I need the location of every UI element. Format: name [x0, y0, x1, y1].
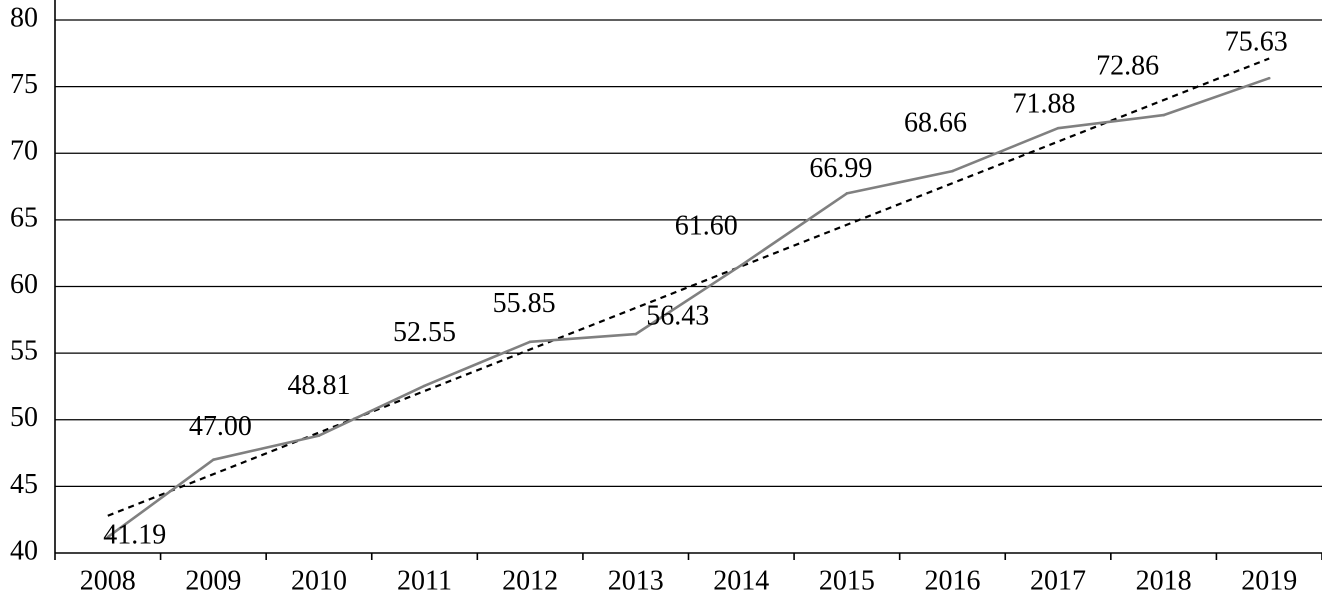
data-label-2014: 61.60: [675, 211, 738, 242]
y-tick-label-80: 80: [10, 2, 38, 33]
x-tick-label-2019: 2019: [1241, 565, 1297, 596]
x-tick-label-2014: 2014: [713, 565, 769, 596]
data-point-2011: [423, 384, 426, 388]
y-tick-label-40: 40: [10, 535, 38, 566]
data-point-2010: [317, 434, 321, 437]
y-axis-tick-labels: 40 45 50 55 60 65 70 75 80: [10, 2, 38, 566]
y-tick-label-75: 75: [10, 69, 38, 100]
x-tick-label-2011: 2011: [397, 565, 452, 596]
x-tick-label-2015: 2015: [819, 565, 875, 596]
x-tick-label-2008: 2008: [80, 565, 136, 596]
data-label-2019: 75.63: [1225, 27, 1288, 58]
x-tick-label-2018: 2018: [1136, 565, 1192, 596]
y-tick-label-65: 65: [10, 202, 38, 233]
data-label-2013: 56.43: [646, 300, 709, 331]
series-line: [107, 76, 1270, 539]
y-tick-label-55: 55: [10, 336, 38, 367]
data-point-2008: [106, 535, 110, 539]
x-tick-label-2012: 2012: [502, 565, 558, 596]
x-tick-label-2017: 2017: [1030, 565, 1086, 596]
data-label-2015: 66.99: [809, 153, 872, 184]
y-tick-label-45: 45: [10, 469, 38, 500]
y-tick-label-50: 50: [10, 402, 38, 433]
data-point-2019: [1267, 76, 1271, 80]
axes: [54, 0, 1322, 560]
data-label-2018: 72.86: [1096, 51, 1159, 82]
data-point-2014: [739, 263, 743, 267]
y-tick-label-60: 60: [10, 269, 38, 300]
data-label-2017: 71.88: [1013, 89, 1076, 120]
series-layer: [106, 57, 1271, 539]
data-label-2009: 47.00: [189, 411, 252, 442]
data-point-2018: [1162, 113, 1165, 117]
data-label-2008: 41.19: [103, 520, 166, 551]
x-tick-label-2013: 2013: [608, 565, 664, 596]
data-label-2016: 68.66: [904, 108, 967, 139]
data-label-2011: 52.55: [393, 317, 456, 348]
y-tick-label-70: 70: [10, 136, 38, 167]
data-point-2013: [634, 332, 638, 336]
data-point-2015: [845, 192, 849, 195]
data-point-2017: [1056, 126, 1060, 130]
data-label-2012: 55.85: [493, 288, 556, 319]
data-point-2016: [951, 169, 954, 173]
data-labels: 41.19 47.00 48.81 52.55 55.85 56.43 61.60 66.99…: [103, 27, 1287, 551]
x-tick-label-2016: 2016: [924, 565, 980, 596]
x-tick-label-2010: 2010: [291, 565, 347, 596]
data-point-2009: [212, 458, 215, 462]
data-label-2010: 48.81: [287, 370, 350, 401]
grid-lines: [55, 19, 1322, 488]
x-tick-label-2009: 2009: [185, 565, 241, 596]
data-point-2012: [528, 340, 532, 344]
x-axis-tick-labels: 2008 2009 2010 2011 2012 2013 2014 2015 2016 2017…: [80, 565, 1297, 596]
